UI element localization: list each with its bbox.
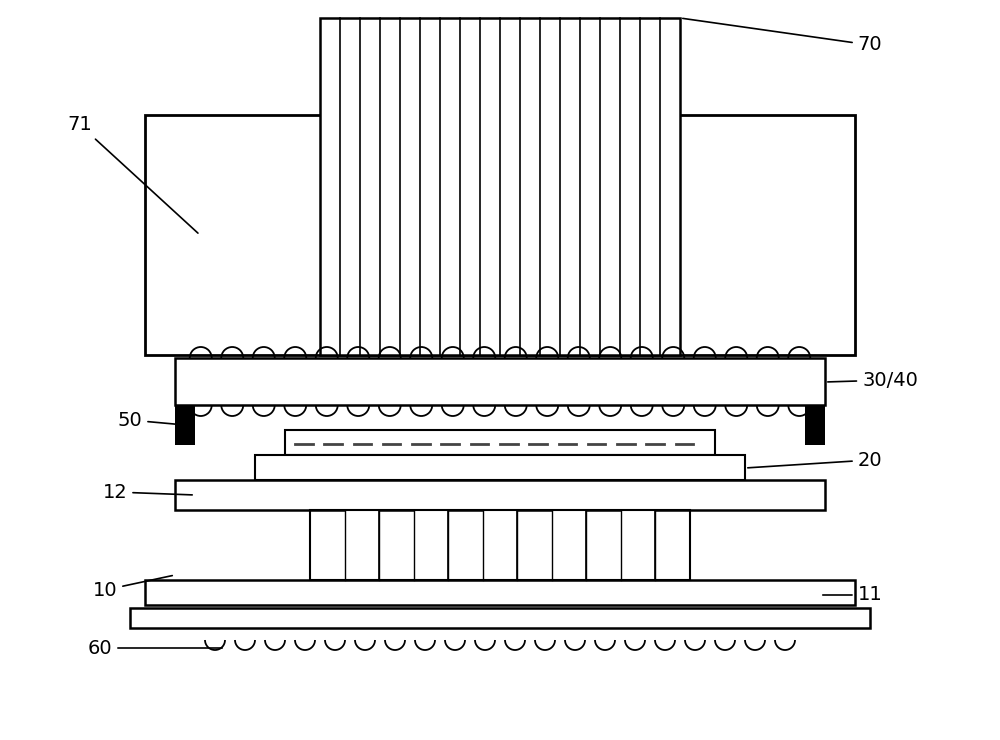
Bar: [621, 510, 655, 580]
Bar: [175, 358, 825, 405]
Bar: [805, 405, 825, 445]
Text: 60: 60: [88, 639, 222, 658]
Bar: [175, 480, 825, 510]
Text: 20: 20: [748, 451, 882, 469]
Text: 30/40: 30/40: [828, 371, 918, 389]
Bar: [145, 580, 855, 605]
Bar: [379, 510, 414, 580]
Text: 70: 70: [683, 18, 882, 55]
Text: 50: 50: [118, 411, 182, 429]
Text: 10: 10: [93, 576, 172, 599]
Bar: [517, 510, 552, 580]
Bar: [655, 510, 690, 580]
Bar: [310, 510, 690, 580]
Bar: [130, 608, 870, 628]
Bar: [483, 510, 517, 580]
Bar: [285, 430, 715, 455]
Bar: [145, 115, 855, 355]
Bar: [175, 405, 195, 445]
Bar: [414, 510, 448, 580]
Bar: [448, 510, 483, 580]
Text: 12: 12: [103, 482, 192, 502]
Bar: [345, 510, 379, 580]
Bar: [552, 510, 586, 580]
Text: 71: 71: [68, 115, 198, 233]
Bar: [255, 455, 745, 480]
Bar: [310, 510, 345, 580]
Bar: [586, 510, 621, 580]
Bar: [320, 18, 680, 355]
Text: 11: 11: [823, 585, 882, 605]
